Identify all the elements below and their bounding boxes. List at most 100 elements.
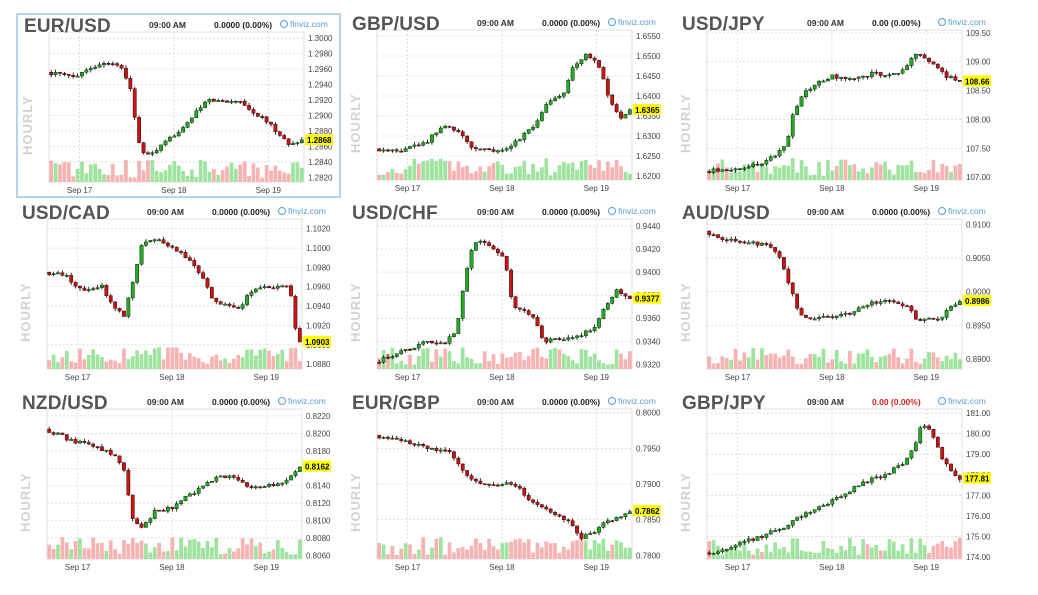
candle-body bbox=[108, 449, 113, 455]
source-link[interactable]: finviz.com bbox=[608, 206, 656, 216]
candle-body bbox=[826, 504, 830, 506]
chart-panel-eur-gbp[interactable]: 0.8000 0.7950 0.7900 0.7850 0.7800 Sep 17 Sep … bbox=[346, 392, 671, 577]
volume-bar bbox=[597, 160, 601, 180]
candle-body bbox=[438, 449, 443, 452]
pair-title[interactable]: EUR/USD bbox=[24, 16, 111, 37]
x-tick-label: Sep 18 bbox=[159, 373, 185, 382]
timestamp: 09:00 AM bbox=[477, 18, 515, 28]
y-tick-label: 0.9320 bbox=[636, 360, 661, 369]
volume-bar bbox=[443, 554, 447, 559]
candle-body bbox=[192, 493, 197, 495]
source-link[interactable]: finviz.com bbox=[280, 19, 328, 29]
volume-bar bbox=[852, 363, 857, 369]
volume-bar bbox=[913, 552, 918, 559]
chart-panel-aud-usd[interactable]: 0.9100 0.9050 0.9000 0.8950 0.8900 Sep 17 Sep … bbox=[676, 202, 1001, 387]
source-link[interactable]: finviz.com bbox=[938, 396, 986, 406]
candle-body bbox=[430, 340, 434, 344]
y-tick-label: 0.9000 bbox=[966, 288, 991, 297]
volume-bar bbox=[264, 165, 269, 182]
volume-bar bbox=[830, 170, 835, 180]
volume-bar bbox=[808, 551, 813, 559]
volume-bar bbox=[738, 550, 742, 559]
volume-bar bbox=[500, 353, 505, 369]
pair-title[interactable]: GBP/JPY bbox=[682, 393, 766, 414]
candle-body bbox=[883, 75, 887, 77]
chart-panel-gbp-usd[interactable]: 1.6550 1.6500 1.6450 1.6400 1.6350 1.6300 1.62… bbox=[346, 13, 671, 198]
chart-panel-usd-cad[interactable]: 1.1020 1.1000 1.0980 1.0960 1.0940 1.0920 1.09… bbox=[16, 202, 341, 387]
source-link[interactable]: finviz.com bbox=[938, 17, 986, 27]
chart-panel-usd-chf[interactable]: 0.94400.94200.94000.93800.93600.93400.93… bbox=[346, 202, 671, 387]
candle-body bbox=[460, 291, 465, 319]
candle-body bbox=[482, 483, 487, 485]
volume-bar bbox=[408, 165, 412, 180]
candle-body bbox=[588, 330, 593, 333]
volume-bar bbox=[940, 361, 945, 369]
source-link[interactable]: finviz.com bbox=[938, 206, 986, 216]
pair-title[interactable]: USD/JPY bbox=[682, 14, 765, 35]
source-link[interactable]: finviz.com bbox=[278, 396, 326, 406]
candle-body bbox=[130, 282, 135, 299]
source-link[interactable]: finviz.com bbox=[608, 17, 656, 27]
candle-body bbox=[570, 337, 575, 339]
volume-bar bbox=[795, 538, 799, 559]
pair-title[interactable]: USD/CHF bbox=[352, 203, 438, 224]
volume-bar bbox=[293, 347, 298, 369]
volume-bar bbox=[504, 542, 509, 559]
volume-bar bbox=[856, 353, 861, 369]
volume-bar bbox=[416, 356, 421, 369]
chart-panel-eur-usd[interactable]: 1.3000 1.2980 1.2960 1.2940 1.2920 1.2900 1.28… bbox=[16, 13, 341, 198]
candle-body bbox=[438, 127, 443, 134]
volume-bar bbox=[522, 160, 527, 180]
volume-bar bbox=[174, 550, 179, 559]
candle-body bbox=[799, 516, 804, 519]
candle-body bbox=[869, 71, 874, 77]
pair-title[interactable]: EUR/GBP bbox=[352, 393, 440, 414]
chart-panel-usd-jpy[interactable]: 109.50 109.00 108.50 108.00 107.50 107.00 Sep … bbox=[676, 13, 1001, 198]
candle-body bbox=[258, 287, 263, 290]
volume-bar bbox=[251, 163, 256, 182]
volume-bar bbox=[176, 165, 181, 182]
timestamp: 09:00 AM bbox=[147, 397, 185, 407]
candle-body bbox=[548, 338, 553, 343]
candle-body bbox=[97, 64, 102, 68]
candle-body bbox=[214, 297, 219, 302]
pair-title[interactable]: AUD/USD bbox=[682, 203, 770, 224]
candle-body bbox=[746, 242, 751, 245]
volume-bar bbox=[130, 537, 135, 559]
candle-body bbox=[231, 305, 236, 308]
pair-title[interactable]: USD/CAD bbox=[22, 203, 110, 224]
candle-body bbox=[513, 484, 518, 487]
candle-body bbox=[91, 443, 96, 447]
candle-body bbox=[795, 293, 799, 309]
volume-bar bbox=[733, 171, 738, 180]
candle-body bbox=[878, 301, 883, 304]
chart-panel-gbp-jpy[interactable]: 181.00180.00179.00178.00177.00176.00175.… bbox=[676, 392, 1001, 577]
volume-bar bbox=[438, 158, 443, 180]
source-link[interactable]: finviz.com bbox=[278, 206, 326, 216]
volume-bar bbox=[465, 165, 469, 180]
candle-body bbox=[154, 150, 159, 153]
candle-body bbox=[531, 127, 535, 130]
pair-title[interactable]: GBP/USD bbox=[352, 14, 440, 35]
candle-body bbox=[826, 78, 830, 82]
volume-bar bbox=[262, 553, 267, 559]
candle-body bbox=[284, 479, 289, 484]
volume-bar bbox=[711, 170, 716, 180]
volume-bar bbox=[491, 354, 496, 369]
candle-body bbox=[852, 486, 857, 493]
source-link[interactable]: finviz.com bbox=[608, 396, 656, 406]
volume-bar bbox=[113, 360, 117, 369]
candle-body bbox=[610, 297, 615, 304]
pair-title[interactable]: NZD/USD bbox=[22, 393, 108, 414]
x-tick-label: Sep 18 bbox=[819, 373, 845, 382]
candle-body bbox=[491, 149, 496, 152]
volume-bar bbox=[848, 165, 852, 180]
volume-bar bbox=[491, 162, 496, 180]
chart-panel-nzd-usd[interactable]: 0.82200.82000.81800.81600.81400.81200.81… bbox=[16, 392, 341, 577]
candle-body bbox=[834, 74, 839, 79]
volume-bar bbox=[238, 164, 243, 182]
candle-body bbox=[146, 152, 150, 155]
volume-bar bbox=[623, 359, 628, 369]
volume-bar bbox=[957, 537, 962, 559]
candle-body bbox=[742, 241, 747, 244]
